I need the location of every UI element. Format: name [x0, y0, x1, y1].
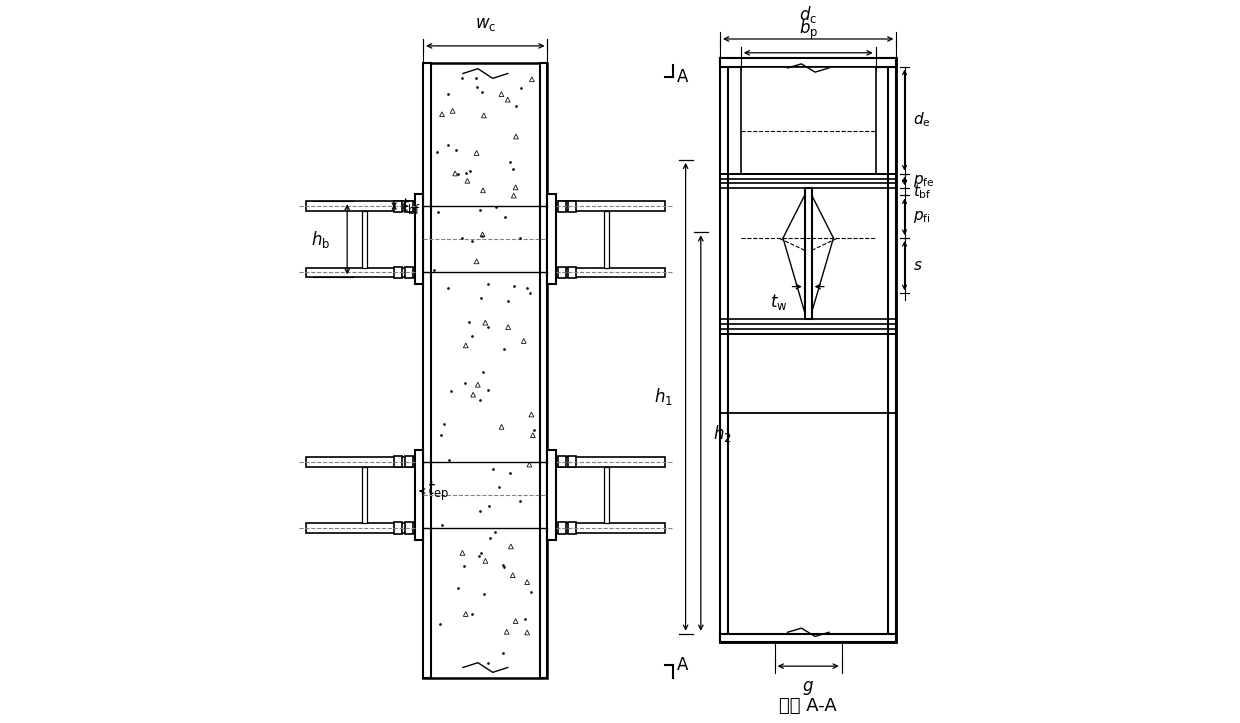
Text: A: A [677, 656, 688, 675]
Bar [720, 59, 897, 67]
Text: $h_{\rm b}$: $h_{\rm b}$ [311, 228, 330, 249]
Bar [394, 456, 403, 467]
Bar [568, 523, 577, 534]
Bar [306, 523, 423, 533]
Text: $p_{\rm fe}$: $p_{\rm fe}$ [913, 173, 935, 189]
Bar [720, 633, 897, 642]
Bar [394, 267, 403, 278]
Bar [604, 211, 609, 268]
Text: A: A [677, 68, 688, 86]
Bar [548, 450, 556, 540]
Bar [568, 200, 577, 212]
Text: $d_{\rm c}$: $d_{\rm c}$ [799, 4, 817, 25]
Bar [740, 67, 875, 174]
Text: $t_{\rm ep}$: $t_{\rm ep}$ [427, 479, 449, 502]
Text: $p_{\rm fi}$: $p_{\rm fi}$ [913, 209, 930, 225]
Bar [306, 201, 423, 211]
Text: $s$: $s$ [913, 258, 923, 273]
Bar [423, 63, 430, 678]
Text: $h_1$: $h_1$ [655, 386, 673, 407]
Bar [805, 188, 812, 320]
Bar [404, 200, 413, 212]
Bar [568, 267, 577, 278]
Bar [548, 194, 556, 284]
Bar [404, 267, 413, 278]
Bar [720, 59, 897, 642]
Bar [423, 63, 548, 678]
Text: $h_2$: $h_2$ [713, 422, 732, 443]
Bar [558, 267, 567, 278]
Text: 截面 A-A: 截面 A-A [780, 697, 837, 715]
Bar [604, 466, 609, 523]
Text: $t_{\rm bf}$: $t_{\rm bf}$ [401, 196, 422, 216]
Bar [568, 456, 577, 467]
Bar [415, 450, 423, 540]
Bar [306, 268, 423, 278]
Bar [362, 211, 367, 268]
Bar [362, 466, 367, 523]
Bar [558, 200, 567, 212]
Bar [394, 200, 403, 212]
Bar [548, 201, 665, 211]
Bar [558, 456, 567, 467]
Text: $g$: $g$ [802, 679, 815, 696]
Bar [548, 523, 665, 533]
Bar [394, 523, 403, 534]
Bar [888, 59, 897, 642]
Text: $d_{\rm e}$: $d_{\rm e}$ [913, 111, 930, 129]
Text: $w_{\rm c}$: $w_{\rm c}$ [475, 15, 496, 33]
Bar [558, 523, 567, 534]
Bar [539, 63, 548, 678]
Text: $b_{\rm p}$: $b_{\rm p}$ [799, 18, 818, 43]
Bar [404, 523, 413, 534]
Text: $t_{\rm bf}$: $t_{\rm bf}$ [913, 182, 931, 201]
Bar [415, 194, 423, 284]
Text: $t_{\rm w}$: $t_{\rm w}$ [770, 292, 787, 312]
Bar [548, 457, 665, 466]
Bar [404, 456, 413, 467]
Bar [720, 59, 728, 642]
Bar [548, 268, 665, 278]
Bar [306, 457, 423, 466]
